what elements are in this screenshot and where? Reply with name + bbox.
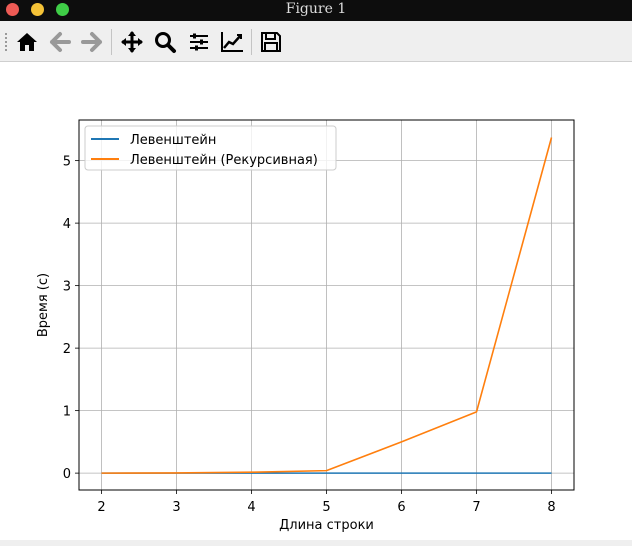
forward-button[interactable] [79, 29, 105, 55]
legend-label: Левенштейн (Рекурсивная) [130, 153, 318, 168]
y-tick-label: 1 [63, 405, 71, 420]
navigation-toolbar [0, 21, 632, 62]
pan-button[interactable] [119, 29, 145, 55]
grid-lines [79, 120, 574, 490]
ticks: 2 3 4 5 6 7 8 0 1 2 3 4 5 [63, 155, 556, 515]
magnifier-icon [155, 32, 176, 53]
arrow-left-icon [50, 32, 71, 52]
series-line-2 [101, 137, 553, 474]
legend-box [84, 125, 337, 171]
x-tick-label: 7 [472, 500, 480, 515]
x-tick-label: 3 [172, 500, 180, 515]
toolbar-separator [251, 29, 252, 55]
window-title: Figure 1 [285, 1, 347, 17]
x-tick-label: 8 [547, 500, 555, 515]
plot-svg: 2 3 4 5 6 7 8 0 1 2 3 4 5 Длина строки Время (с) Лев… [36, 119, 575, 533]
x-axis-label: Длина строки [279, 518, 374, 533]
toolbar-separator [111, 29, 112, 55]
save-button[interactable] [258, 29, 284, 55]
move-icon [121, 31, 143, 53]
x-tick-label: 4 [247, 500, 255, 515]
title-bar: Figure 1 [0, 0, 632, 21]
x-tick-label: 5 [322, 500, 330, 515]
subplots-button[interactable] [186, 29, 212, 55]
legend-label: Левенштейн [130, 133, 216, 148]
y-tick-label: 5 [63, 155, 71, 170]
line-chart-icon [221, 32, 243, 52]
status-bar [0, 540, 632, 546]
y-axis-label: Время (с) [36, 273, 51, 337]
x-tick-label: 6 [397, 500, 405, 515]
maximize-window-button[interactable] [56, 3, 69, 16]
zoom-button[interactable] [152, 29, 178, 55]
home-button[interactable] [14, 29, 40, 55]
series-layer [101, 137, 553, 474]
x-tick-label: 2 [97, 500, 105, 515]
legend: Левенштейн Левенштейн (Рекурсивная) [84, 125, 337, 171]
floppy-disk-icon [261, 32, 281, 52]
edit-axes-button[interactable] [219, 29, 245, 55]
arrow-right-icon [81, 32, 102, 52]
figure-canvas[interactable]: 2 3 4 5 6 7 8 0 1 2 3 4 5 Длина строки Время (с) Лев… [0, 62, 632, 540]
back-button[interactable] [47, 29, 73, 55]
toolbar-grip[interactable] [5, 33, 7, 51]
minimize-window-button[interactable] [31, 3, 44, 16]
y-tick-label: 0 [63, 467, 71, 482]
close-window-button[interactable] [6, 3, 19, 16]
home-icon [17, 33, 37, 51]
y-tick-label: 3 [63, 280, 71, 295]
y-tick-label: 2 [63, 342, 71, 357]
y-tick-label: 4 [63, 217, 71, 232]
sliders-icon [190, 33, 208, 51]
